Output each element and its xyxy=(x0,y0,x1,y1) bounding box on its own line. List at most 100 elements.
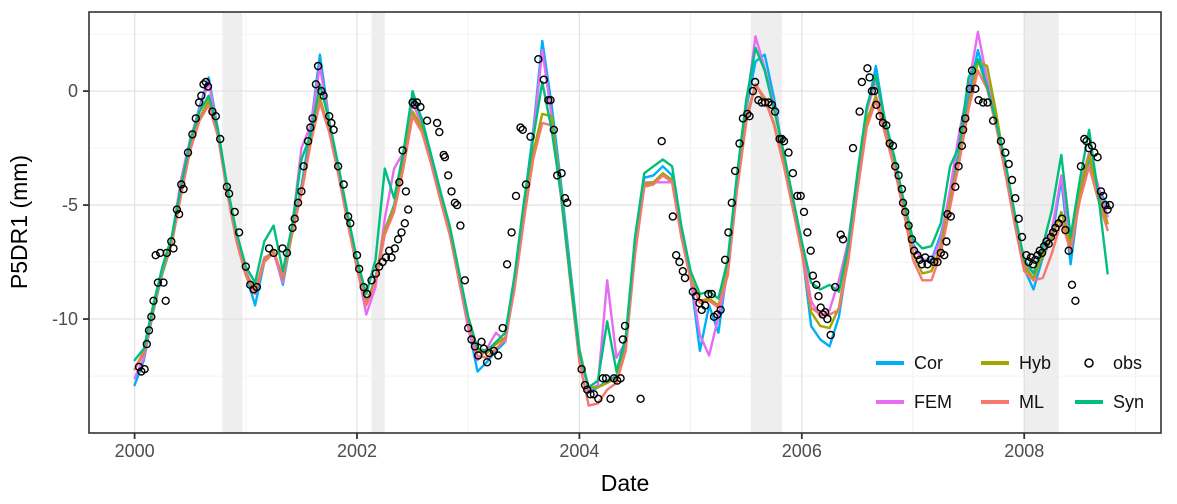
obs-point xyxy=(432,118,442,128)
obs-point xyxy=(1042,237,1051,246)
obs-point xyxy=(894,171,903,180)
y-axis-title: P5DR1 (mm) xyxy=(6,155,32,289)
obs-point xyxy=(1057,214,1067,223)
obs-point xyxy=(1035,246,1045,255)
obs-point xyxy=(823,314,832,324)
obs-point xyxy=(1103,205,1112,214)
obs-point xyxy=(440,152,450,162)
obs-point xyxy=(814,292,823,301)
obs-point xyxy=(799,207,809,217)
obs-point xyxy=(234,228,244,237)
obs-point xyxy=(730,166,740,176)
obs-point xyxy=(142,339,152,349)
obs-point xyxy=(303,136,313,146)
obs-point xyxy=(390,244,399,253)
obs-point xyxy=(485,349,494,358)
obs-point xyxy=(539,75,548,84)
grid xyxy=(89,12,1161,433)
legend-key-point xyxy=(1084,358,1094,368)
obs-point xyxy=(393,235,403,244)
obs-point xyxy=(308,114,317,123)
obs-point xyxy=(668,212,677,221)
obs-point xyxy=(297,187,306,196)
obs-point xyxy=(961,114,970,123)
obs-point xyxy=(521,180,531,189)
obs-point xyxy=(211,111,221,121)
obs-point xyxy=(395,178,404,187)
obs-point xyxy=(784,148,793,157)
obs-point xyxy=(306,123,315,132)
legend-item-label: Syn xyxy=(1113,392,1144,412)
obs-point xyxy=(942,237,951,246)
obs-point xyxy=(502,260,512,269)
obs-point xyxy=(355,264,364,274)
obs-point xyxy=(162,248,172,258)
highlight-band xyxy=(750,12,782,433)
obs-point xyxy=(901,207,910,217)
obs-point xyxy=(958,125,968,135)
obs-point xyxy=(707,289,716,299)
obs-point xyxy=(831,282,840,292)
obs-point xyxy=(560,193,570,203)
obs-point xyxy=(188,130,197,139)
obs-point xyxy=(507,228,516,237)
obs-point xyxy=(716,305,725,315)
x-tick-label: 2000 xyxy=(115,441,155,461)
obs-point xyxy=(313,61,323,71)
obs-point xyxy=(470,342,480,351)
legend: Cor FEM Hyb ML obs Syn xyxy=(876,353,1144,412)
obs-point xyxy=(594,394,603,403)
obs-point xyxy=(397,228,406,237)
obs-point xyxy=(869,86,879,96)
obs-point xyxy=(1011,193,1020,203)
obs-point xyxy=(855,107,864,116)
obs-point xyxy=(724,228,733,237)
obs-point xyxy=(1096,187,1106,196)
obs-point xyxy=(929,257,939,267)
y-tick-label: 0 xyxy=(68,81,78,101)
obs-point xyxy=(779,136,789,146)
obs-point xyxy=(586,390,595,399)
obs-point xyxy=(172,205,182,214)
obs-point xyxy=(616,374,625,383)
obs-point xyxy=(387,253,396,262)
obs-point xyxy=(580,380,590,390)
obs-point xyxy=(898,198,908,208)
obs-point xyxy=(264,244,274,253)
obs-point xyxy=(371,269,381,278)
x-tick-label: 2004 xyxy=(559,441,599,461)
obs-point xyxy=(269,248,278,258)
obs-point xyxy=(770,107,780,116)
obs-point xyxy=(1031,255,1040,264)
obs-point xyxy=(957,141,967,151)
obs-point xyxy=(601,374,611,383)
obs-point xyxy=(1101,200,1110,210)
obs-point xyxy=(1014,214,1023,223)
obs-point xyxy=(657,136,666,146)
obs-point xyxy=(620,321,630,331)
y-tick-label: -5 xyxy=(62,195,78,215)
obs-point xyxy=(875,111,884,121)
obs-point xyxy=(456,221,465,230)
obs-point xyxy=(788,168,798,178)
legend-item-label: FEM xyxy=(914,392,952,412)
legend-item-fem: FEM xyxy=(876,392,952,412)
obs-point xyxy=(339,180,348,189)
legend-item-label: Cor xyxy=(914,353,943,373)
axis-tick-labels: 2000 2002 2004 2006 2008 0 -5 -10 xyxy=(52,81,1044,461)
obs-point xyxy=(727,198,736,208)
obs-point xyxy=(191,114,201,123)
obs-point xyxy=(793,191,802,201)
obs-point xyxy=(888,141,898,151)
obs-point xyxy=(224,189,234,198)
obs-point xyxy=(333,162,343,171)
obs-point xyxy=(381,253,391,262)
obs-point xyxy=(577,365,586,374)
series-lines xyxy=(133,30,1109,407)
obs-point xyxy=(553,171,562,180)
obs-point xyxy=(897,184,907,194)
obs-point xyxy=(974,95,983,105)
legend-item-cor: Cor xyxy=(876,353,943,373)
obs-point xyxy=(720,255,730,264)
obs-point xyxy=(346,219,355,228)
